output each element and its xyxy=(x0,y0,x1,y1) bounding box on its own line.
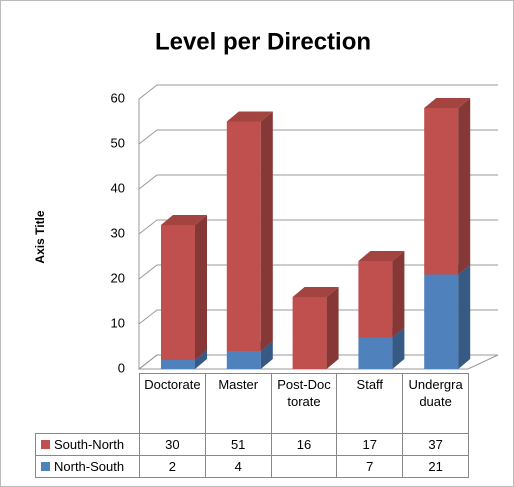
y-tick-label: 40 xyxy=(111,180,125,195)
grid-line xyxy=(138,84,498,100)
bar-top xyxy=(292,287,339,297)
bar xyxy=(358,261,393,338)
y-tick-label: 20 xyxy=(111,270,125,285)
table-value: 7 xyxy=(336,455,404,478)
table-value: 37 xyxy=(402,433,469,456)
y-tick-label: 30 xyxy=(111,225,125,240)
bar-side xyxy=(195,215,207,360)
bar xyxy=(226,121,261,351)
legend-entry: South-North xyxy=(35,433,140,456)
grid-line xyxy=(138,219,498,235)
y-axis-title: Axis Title xyxy=(33,210,47,263)
legend-key xyxy=(41,462,50,471)
table-value: 4 xyxy=(204,455,272,478)
table-value: 51 xyxy=(204,433,272,456)
chart-title: Level per Direction xyxy=(155,28,371,55)
bar-side xyxy=(195,350,207,369)
table-category: Undergraduate xyxy=(402,373,469,434)
table-category: Staff xyxy=(336,373,404,434)
table-category: Master xyxy=(204,373,272,434)
table-value xyxy=(270,455,338,478)
grid-line xyxy=(138,129,498,145)
y-tick-label: 0 xyxy=(118,360,125,375)
table-value: 21 xyxy=(402,455,469,478)
bar xyxy=(226,351,261,369)
table-value: 30 xyxy=(139,433,206,456)
table-category: Post-Doctorate xyxy=(270,373,338,434)
bar-top xyxy=(358,251,405,261)
y-tick-label: 10 xyxy=(111,315,125,330)
table-category: Doctorate xyxy=(139,373,206,434)
bar-side xyxy=(458,264,471,369)
bar xyxy=(424,108,459,275)
bar-side xyxy=(326,287,339,369)
bar-top xyxy=(424,98,471,108)
bar xyxy=(358,337,393,369)
bar-side xyxy=(392,327,405,369)
bar-side xyxy=(458,98,471,275)
bar xyxy=(424,274,459,369)
bar-side xyxy=(260,341,273,369)
table-value: 17 xyxy=(336,433,404,456)
grid-line xyxy=(138,174,498,190)
y-tick-label: 50 xyxy=(111,135,125,150)
y-tick-label: 60 xyxy=(111,90,125,105)
legend-entry: North-South xyxy=(35,455,140,478)
table-value: 2 xyxy=(139,455,206,478)
bar-top xyxy=(161,215,207,225)
bar-side xyxy=(392,251,405,338)
bar xyxy=(161,360,195,369)
bar xyxy=(161,225,195,360)
bar-side xyxy=(260,111,273,351)
bar xyxy=(292,297,327,369)
bar-top xyxy=(226,111,273,122)
legend-key xyxy=(41,440,50,449)
table-value: 16 xyxy=(270,433,338,456)
